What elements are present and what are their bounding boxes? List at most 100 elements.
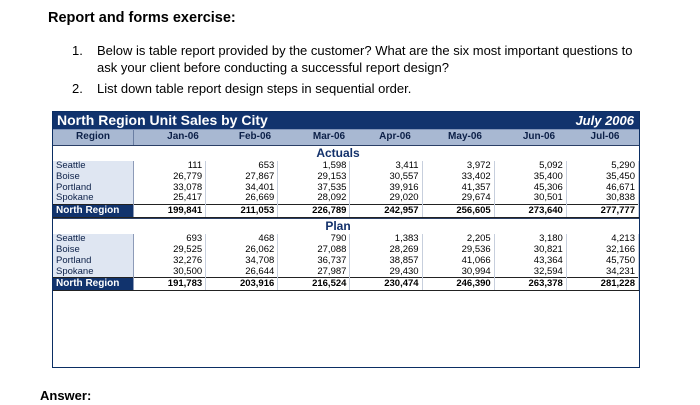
table-row: Seattle 111 653 1,598 3,411 3,972 5,092 5,290: [53, 160, 640, 172]
value-cell: 1,598: [277, 160, 351, 172]
section-label-plan: Plan: [53, 218, 639, 234]
exercise-heading: Report and forms exercise:: [48, 10, 236, 26]
value-cell: 3,180: [494, 233, 567, 245]
value-cell: 653: [205, 160, 279, 172]
value-cell: 46,671: [566, 182, 640, 194]
value-cell: 2,205: [422, 233, 495, 245]
city-cell: Seattle: [53, 233, 134, 245]
value-cell: 27,088: [277, 244, 351, 256]
value-cell: 273,640: [494, 204, 567, 219]
value-cell: 33,078: [133, 182, 207, 194]
value-cell: 38,857: [349, 255, 423, 267]
value-cell: 41,066: [422, 255, 495, 267]
value-cell: 29,536: [422, 244, 495, 256]
value-cell: 4,213: [566, 233, 640, 245]
value-cell: 3,411: [349, 160, 423, 172]
value-cell: 30,557: [349, 171, 423, 183]
sales-report-table: North Region Unit Sales by City July 200…: [52, 111, 640, 368]
value-cell: 28,092: [277, 192, 351, 205]
value-cell: 3,972: [422, 160, 495, 172]
total-row: North Region 191,783 203,916 216,524 230,474…: [53, 277, 640, 292]
city-cell: Portland: [53, 182, 134, 194]
value-cell: 43,364: [494, 255, 567, 267]
value-cell: 203,916: [205, 277, 279, 292]
value-cell: 230,474: [349, 277, 423, 292]
value-cell: 26,669: [205, 192, 279, 205]
value-cell: 199,841: [133, 204, 207, 219]
value-cell: 277,777: [566, 204, 640, 219]
report-title-bar: North Region Unit Sales by City July 200…: [53, 112, 639, 129]
value-cell: 211,053: [205, 204, 279, 219]
question-number: 2.: [72, 81, 83, 96]
month-header: Jul-06: [590, 131, 620, 142]
table-row: Spokane 30,500 26,644 27,987 29,430 30,994 32,…: [53, 266, 640, 278]
value-cell: 45,306: [494, 182, 567, 194]
value-cell: 246,390: [422, 277, 495, 292]
table-row: Spokane 25,417 26,669 28,092 29,020 29,674 30,…: [53, 192, 640, 205]
value-cell: 35,450: [566, 171, 640, 183]
value-cell: 191,783: [133, 277, 207, 292]
actuals-table: Seattle 111 653 1,598 3,411 3,972 5,092 5,290 Bo…: [53, 160, 640, 219]
value-cell: 33,402: [422, 171, 495, 183]
month-header: May-06: [448, 131, 482, 142]
value-cell: 111: [133, 160, 207, 172]
table-row: Boise 26,779 27,867 29,153 30,557 33,402 35,40…: [53, 171, 640, 183]
value-cell: 27,867: [205, 171, 279, 183]
value-cell: 32,166: [566, 244, 640, 256]
value-cell: 29,430: [349, 266, 423, 278]
question-text: Below is table report provided by the cu…: [97, 43, 633, 58]
question-text: List down table report design steps in s…: [97, 81, 412, 96]
value-cell: 256,605: [422, 204, 495, 219]
value-cell: 45,750: [566, 255, 640, 267]
month-header: Mar-06: [312, 131, 346, 142]
value-cell: 34,401: [205, 182, 279, 194]
value-cell: 30,821: [494, 244, 567, 256]
value-cell: 41,357: [422, 182, 495, 194]
table-row: Portland 33,078 34,401 37,535 39,916 41,357 45…: [53, 182, 640, 194]
value-cell: 29,153: [277, 171, 351, 183]
value-cell: 26,779: [133, 171, 207, 183]
value-cell: 34,708: [205, 255, 279, 267]
value-cell: 32,276: [133, 255, 207, 267]
value-cell: 26,644: [205, 266, 279, 278]
value-cell: 29,020: [349, 192, 423, 205]
value-cell: 28,269: [349, 244, 423, 256]
value-cell: 30,838: [566, 192, 640, 205]
value-cell: 39,916: [349, 182, 423, 194]
table-row: Seattle 693 468 790 1,383 2,205 3,180 4,213: [53, 233, 640, 245]
value-cell: 242,957: [349, 204, 423, 219]
value-cell: 27,987: [277, 266, 351, 278]
value-cell: 30,994: [422, 266, 495, 278]
value-cell: 281,228: [566, 277, 640, 292]
value-cell: 1,383: [349, 233, 423, 245]
value-cell: 226,789: [277, 204, 351, 219]
month-header: Feb-06: [238, 131, 272, 142]
value-cell: 29,525: [133, 244, 207, 256]
question-number: 1.: [72, 43, 83, 58]
value-cell: 35,400: [494, 171, 567, 183]
value-cell: 32,594: [494, 266, 567, 278]
report-title: North Region Unit Sales by City: [57, 112, 268, 128]
total-row: North Region 199,841 211,053 226,789 242,957…: [53, 204, 640, 219]
value-cell: 790: [277, 233, 351, 245]
value-cell: 36,737: [277, 255, 351, 267]
table-row: Boise 29,525 26,062 27,088 28,269 29,536 30,82…: [53, 244, 640, 256]
table-row: Portland 32,276 34,708 36,737 38,857 41,066 43…: [53, 255, 640, 267]
city-cell: Spokane: [53, 266, 134, 278]
value-cell: 216,524: [277, 277, 351, 292]
value-cell: 693: [133, 233, 207, 245]
section-label-actuals: Actuals: [316, 146, 360, 160]
value-cell: 468: [205, 233, 279, 245]
value-cell: 263,378: [494, 277, 567, 292]
value-cell: 26,062: [205, 244, 279, 256]
month-header: Apr-06: [379, 131, 411, 142]
region-header: Region: [76, 131, 110, 142]
city-cell: Spokane: [53, 192, 134, 205]
value-cell: 30,500: [133, 266, 207, 278]
month-header: Jun-06: [522, 131, 556, 142]
city-cell: North Region: [53, 277, 134, 292]
month-header: Jan-06: [167, 131, 199, 142]
city-cell: North Region: [53, 204, 134, 219]
value-cell: 5,092: [494, 160, 567, 172]
value-cell: 30,501: [494, 192, 567, 205]
